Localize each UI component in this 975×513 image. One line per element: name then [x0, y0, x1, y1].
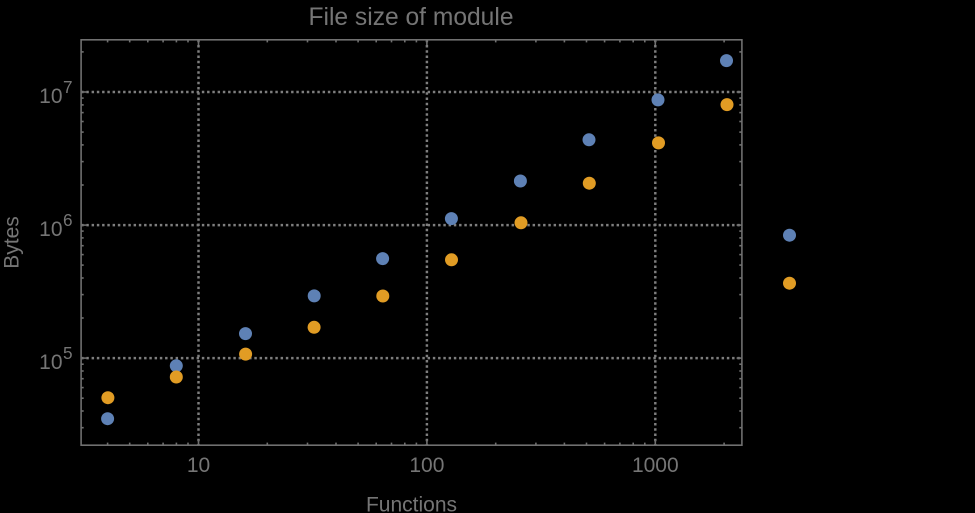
- svg-text:10: 10: [39, 218, 62, 241]
- svg-text:5: 5: [63, 343, 73, 363]
- svg-text:7: 7: [63, 77, 73, 97]
- svg-text:Functions: Functions: [366, 493, 457, 513]
- svg-text:Bytes: Bytes: [1, 216, 24, 269]
- svg-text:1000: 1000: [632, 454, 679, 477]
- svg-text:6: 6: [63, 210, 73, 230]
- svg-text:10: 10: [39, 351, 62, 374]
- svg-text:10: 10: [187, 454, 210, 477]
- svg-text:File size of module: File size of module: [308, 4, 513, 31]
- svg-text:100: 100: [409, 454, 444, 477]
- svg-text:10: 10: [39, 85, 62, 108]
